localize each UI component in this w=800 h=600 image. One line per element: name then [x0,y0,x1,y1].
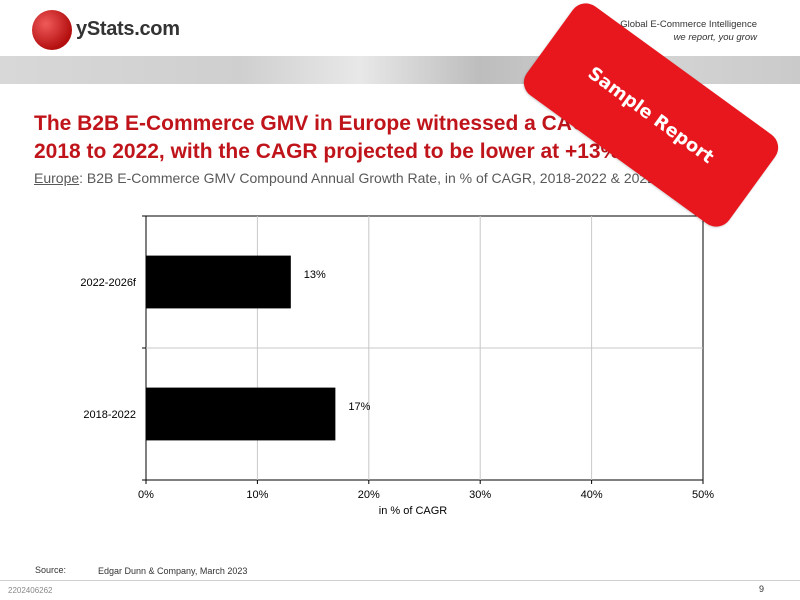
y-category-label: 2018-2022 [83,409,136,421]
tagline-line1: Global E-Commerce Intelligence [620,19,757,30]
source-text: Edgar Dunn & Company, March 2023 [98,566,248,576]
page-number: 9 [758,584,764,594]
subtitle-text: : B2B E-Commerce GMV Compound Annual Gro… [79,170,695,186]
x-tick-label: 30% [469,489,491,501]
bar [146,387,336,441]
data-label: 17% [348,401,370,413]
subtitle-region: Europe [34,170,80,186]
y-category-label: 2022-2026f [80,277,137,289]
footer-divider [0,580,800,581]
x-tick-label: 0% [138,489,154,501]
logo-text: yStats.com [76,18,180,40]
logo-icon [32,10,72,50]
x-axis-label: in % of CAGR [379,505,448,517]
bar [146,255,291,309]
footer-id: 2202406262 [8,586,53,595]
source-label: Source: [35,565,67,575]
x-tick-label: 40% [581,489,603,501]
tagline-line2: we report, you grow [673,32,757,43]
bar-chart: 0% 10% 20% 30% 40% 50% 2018-2022 17% 2022-2026f 1… [80,215,714,517]
ystats-logo[interactable]: yStats.com [32,10,192,50]
data-label: 13% [304,269,326,281]
x-tick-label: 50% [692,489,714,501]
chart-subtitle: Europe: B2B E-Commerce GMV Compound Annu… [34,170,695,186]
x-tick-label: 10% [246,489,268,501]
tagline: Global E-Commerce Intelligence we report… [620,18,757,44]
x-tick-label: 20% [358,489,380,501]
